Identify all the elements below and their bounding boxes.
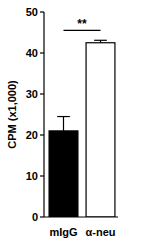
error-cap xyxy=(94,40,107,41)
y-tick xyxy=(40,11,44,12)
x-tick-label: α-neu xyxy=(86,226,116,238)
y-tick-label: 10 xyxy=(26,170,38,182)
significance-label: ** xyxy=(77,17,87,31)
y-tick-label: 50 xyxy=(26,6,38,18)
error-bar xyxy=(57,117,70,131)
y-tick-label: 0 xyxy=(32,211,38,223)
bar xyxy=(86,43,115,217)
y-tick xyxy=(40,52,44,53)
y-axis xyxy=(43,12,44,217)
y-tick xyxy=(40,175,44,176)
error-bar xyxy=(94,40,107,42)
error-stem xyxy=(63,117,64,131)
y-tick xyxy=(40,134,44,135)
y-tick xyxy=(40,93,44,94)
chart: 0 10 20 30 40 50 CPM (x1,000) mIgG α-neu ** xyxy=(0,0,154,246)
y-tick-label: 20 xyxy=(26,129,38,141)
bars xyxy=(49,40,115,217)
error-cap xyxy=(57,116,70,117)
bar xyxy=(49,131,78,217)
y-tick-label: 40 xyxy=(26,47,38,59)
y-tick xyxy=(40,216,44,217)
y-tick-label: 30 xyxy=(26,88,38,100)
x-tick-label: mIgG xyxy=(49,226,77,238)
y-axis-label: CPM (x1,000) xyxy=(6,80,18,149)
x-axis xyxy=(44,216,118,217)
